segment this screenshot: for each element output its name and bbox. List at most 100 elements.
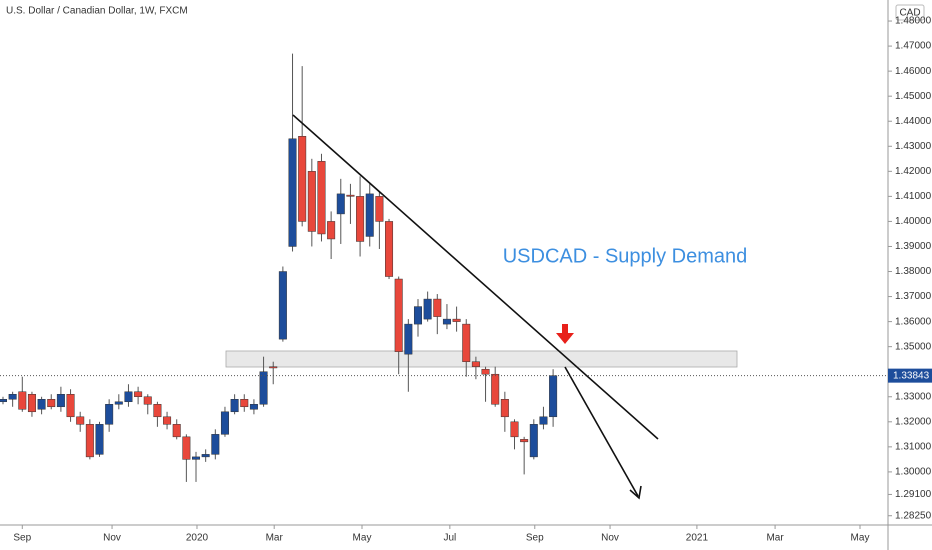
candle-body xyxy=(66,394,75,418)
candle-body xyxy=(375,196,384,222)
y-tick-label: 1.39000 xyxy=(895,241,932,252)
x-tick-label: Nov xyxy=(601,533,619,544)
candle-body xyxy=(192,456,201,460)
y-tick-label: 1.28250 xyxy=(895,510,932,521)
y-tick-label: 1.38000 xyxy=(895,266,932,277)
candle-body xyxy=(462,323,471,362)
arrow-head xyxy=(629,485,642,500)
supply-zone xyxy=(225,350,738,368)
candle-body xyxy=(240,399,249,408)
y-tick-label: 1.44000 xyxy=(895,116,932,127)
candles xyxy=(0,53,558,482)
y-tick-label: 1.45000 xyxy=(895,91,932,102)
candle-body xyxy=(56,394,65,408)
candle-body xyxy=(356,196,365,242)
candle-body xyxy=(85,424,94,458)
candle-body xyxy=(163,416,172,425)
candle-body xyxy=(336,193,345,215)
candle-body xyxy=(298,136,307,222)
y-tick-label: 1.36000 xyxy=(895,316,932,327)
candle-body xyxy=(134,391,143,398)
candle-body xyxy=(549,375,558,418)
y-tick-label: 1.30000 xyxy=(895,467,932,478)
candle-body xyxy=(220,411,229,435)
candle-body xyxy=(491,373,500,405)
candle-body xyxy=(307,171,316,232)
x-tick-label: Mar xyxy=(266,533,284,544)
x-tick-label: Sep xyxy=(526,533,544,544)
y-tick-label: 1.46000 xyxy=(895,66,932,77)
y-tick-label: 1.35000 xyxy=(895,341,932,352)
candle-body xyxy=(124,391,133,403)
chart-title: U.S. Dollar / Canadian Dollar, 1W, FXCM xyxy=(6,6,188,17)
projection-arrow xyxy=(564,366,639,497)
candle-body xyxy=(95,424,104,455)
candle-body xyxy=(539,416,548,425)
y-tick-label: 1.47000 xyxy=(895,41,932,52)
x-tick-label: Sep xyxy=(13,533,31,544)
candle-body xyxy=(249,404,258,410)
axis-labels: 1.28250 1.29100 1.30000 1.31000 1.32000 1.330… xyxy=(13,16,931,544)
y-tick-label: 1.42000 xyxy=(895,166,932,177)
y-tick-label: 1.32000 xyxy=(895,416,932,427)
candle-body xyxy=(114,401,123,405)
candle-body xyxy=(510,421,519,438)
y-tick-label: 1.33000 xyxy=(895,391,932,402)
candle-body xyxy=(211,434,220,455)
x-tick-label: May xyxy=(851,533,870,544)
candle-body xyxy=(288,138,297,247)
candle-body xyxy=(500,399,509,418)
y-tick-label: 1.31000 xyxy=(895,441,932,452)
x-tick-label: Nov xyxy=(103,533,121,544)
candle-body xyxy=(433,298,442,317)
candle-body xyxy=(423,298,432,320)
x-tick-label: 2021 xyxy=(686,533,709,544)
annotation: USDCAD - Supply Demand xyxy=(503,245,748,267)
y-tick-label: 1.43000 xyxy=(895,141,932,152)
y-tick-label: 1.37000 xyxy=(895,291,932,302)
candle-body xyxy=(0,399,7,403)
candle-body xyxy=(442,318,451,325)
candle-body xyxy=(143,396,152,405)
x-tick-label: 2020 xyxy=(186,533,209,544)
candle-body xyxy=(404,323,413,355)
x-tick-label: Mar xyxy=(766,533,784,544)
candle-body xyxy=(278,271,287,340)
candle-body xyxy=(471,361,480,367)
candle-body xyxy=(172,424,181,438)
x-tick-label: May xyxy=(353,533,372,544)
candle-body xyxy=(317,161,326,235)
currency: CAD xyxy=(899,8,920,19)
candle-body xyxy=(394,278,403,352)
candle-body xyxy=(182,436,191,460)
currency-box xyxy=(895,4,925,21)
last-price-label: 1.33843 xyxy=(893,370,930,381)
candle-body xyxy=(153,404,162,418)
candle-body xyxy=(529,424,538,458)
candle-body xyxy=(452,318,461,322)
candle-body xyxy=(259,371,268,405)
candle-body xyxy=(47,399,56,408)
candle-body xyxy=(269,366,278,369)
trend-line xyxy=(292,114,659,440)
candle-body xyxy=(8,394,17,400)
y-tick-label: 1.41000 xyxy=(895,191,932,202)
candle-body xyxy=(76,416,85,425)
y-tick-label: 1.29100 xyxy=(895,489,932,500)
last-price-box xyxy=(888,368,932,383)
y-tick-label: 1.40000 xyxy=(895,216,932,227)
candle-body xyxy=(105,404,114,425)
y-tick-label: 1.48000 xyxy=(895,16,932,27)
candle-body xyxy=(520,439,529,443)
candle-body xyxy=(481,368,490,375)
candle-body xyxy=(27,394,36,413)
red-arrow xyxy=(556,324,574,344)
x-tick-label: Jul xyxy=(443,533,456,544)
candle-body xyxy=(365,193,374,237)
candle-body xyxy=(18,391,27,410)
candle-body xyxy=(201,454,210,458)
candle-body xyxy=(413,306,422,325)
